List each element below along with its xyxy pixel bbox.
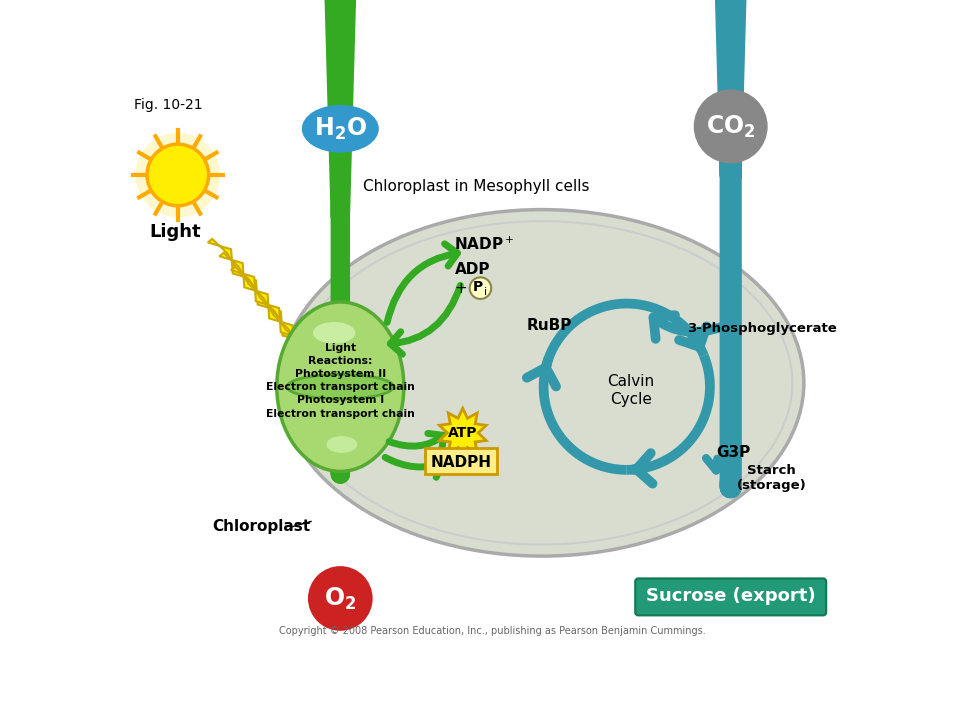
Text: NADP$^+$: NADP$^+$ bbox=[454, 235, 515, 253]
Polygon shape bbox=[208, 239, 294, 338]
Text: Sucrose (export): Sucrose (export) bbox=[646, 587, 815, 605]
Circle shape bbox=[469, 277, 492, 299]
Text: 3-Phosphoglycerate: 3-Phosphoglycerate bbox=[687, 323, 837, 336]
Text: i: i bbox=[484, 287, 487, 297]
Text: ATP: ATP bbox=[448, 426, 477, 440]
Ellipse shape bbox=[276, 302, 404, 472]
Circle shape bbox=[308, 566, 372, 631]
Text: P: P bbox=[473, 280, 483, 294]
Text: +: + bbox=[455, 281, 468, 296]
FancyBboxPatch shape bbox=[425, 449, 497, 474]
Ellipse shape bbox=[326, 436, 357, 453]
Circle shape bbox=[135, 132, 220, 217]
Text: Light
Reactions:
Photosystem II
Electron transport chain
Photosystem I
Electron : Light Reactions: Photosystem II Electron… bbox=[266, 343, 415, 418]
Text: Fig. 10-21: Fig. 10-21 bbox=[134, 98, 203, 112]
Text: ADP: ADP bbox=[455, 262, 491, 277]
Text: Starch
(storage): Starch (storage) bbox=[736, 464, 806, 492]
Text: G3P: G3P bbox=[716, 445, 750, 459]
FancyBboxPatch shape bbox=[636, 578, 827, 616]
Text: Calvin
Cycle: Calvin Cycle bbox=[607, 374, 654, 407]
Circle shape bbox=[147, 144, 208, 206]
Text: $\mathbf{O_2}$: $\mathbf{O_2}$ bbox=[324, 585, 356, 611]
Text: Chloroplast in Mesophyll cells: Chloroplast in Mesophyll cells bbox=[363, 179, 589, 194]
Text: Copyright © 2008 Pearson Education, Inc., publishing as Pearson Benjamin Cumming: Copyright © 2008 Pearson Education, Inc.… bbox=[278, 626, 706, 636]
Text: Light: Light bbox=[149, 223, 201, 241]
Circle shape bbox=[694, 89, 768, 163]
Ellipse shape bbox=[287, 374, 394, 399]
Text: Chloroplast: Chloroplast bbox=[212, 519, 310, 534]
Polygon shape bbox=[440, 408, 486, 457]
Text: $\mathbf{H_2O}$: $\mathbf{H_2O}$ bbox=[314, 116, 367, 142]
Ellipse shape bbox=[301, 105, 379, 153]
Ellipse shape bbox=[280, 210, 804, 556]
Text: $\mathbf{CO_2}$: $\mathbf{CO_2}$ bbox=[706, 113, 756, 140]
Polygon shape bbox=[220, 253, 305, 352]
Polygon shape bbox=[231, 266, 317, 366]
Text: RuBP: RuBP bbox=[527, 318, 572, 333]
Ellipse shape bbox=[313, 322, 355, 343]
Text: NADPH: NADPH bbox=[431, 454, 492, 469]
